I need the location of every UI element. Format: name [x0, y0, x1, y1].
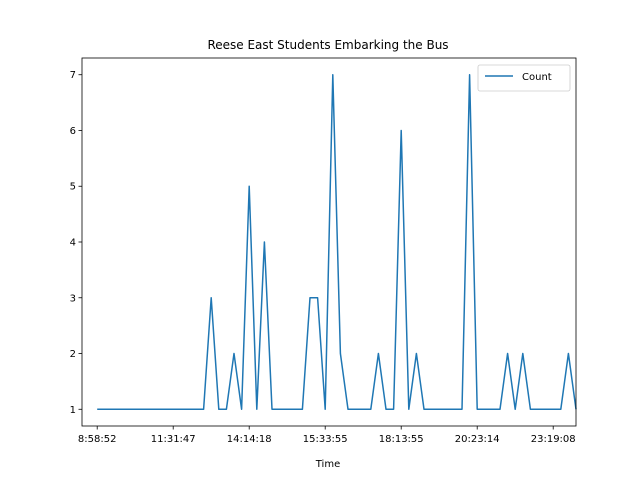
x-tick-label: 15:33:55	[303, 434, 348, 445]
chart-title: Reese East Students Embarking the Bus	[207, 38, 448, 52]
y-tick-label: 2	[70, 349, 76, 360]
legend: Count	[477, 64, 571, 92]
x-tick-label: 8:58:52	[78, 434, 117, 445]
x-axis-ticks: 8:58:52 11:31:47 14:14:18 15:33:55 18:13:55 2…	[78, 426, 576, 445]
y-tick-label: 7	[70, 70, 76, 81]
y-tick-label: 1	[70, 405, 76, 416]
x-tick-label: 23:19:08	[531, 434, 576, 445]
series-layer	[97, 73, 577, 411]
legend-label-count: Count	[522, 72, 552, 83]
x-axis-label: Time	[315, 459, 340, 470]
legend-box	[477, 64, 571, 92]
x-tick-label: 11:31:47	[151, 434, 196, 445]
y-tick-label: 5	[70, 182, 76, 193]
y-axis-ticks: 1 2 3 4 5 6 7	[70, 70, 82, 416]
x-tick-label: 18:13:55	[379, 434, 424, 445]
axes-frame	[81, 57, 577, 427]
y-tick-label: 4	[70, 238, 76, 249]
y-tick-label: 6	[70, 126, 76, 137]
y-tick-label: 3	[70, 293, 76, 304]
series-line-count	[97, 73, 577, 411]
x-tick-label: 20:23:14	[455, 434, 500, 445]
x-tick-label: 14:14:18	[227, 434, 272, 445]
